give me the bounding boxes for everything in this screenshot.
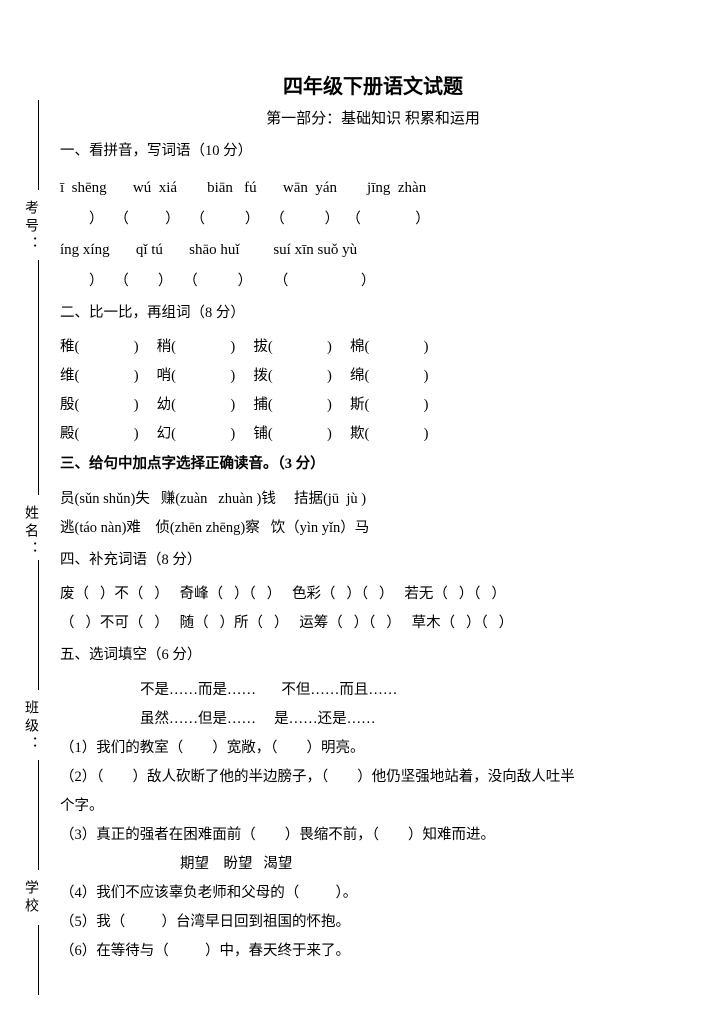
s2-r3: 殷( ) 幼( ) 捕( ) 斯( ) xyxy=(60,391,686,420)
section1-heading: 一、看拼音，写词语（10 分） xyxy=(60,138,686,166)
s2-r4: 殿( ) 幻( ) 铺( ) 欺( ) xyxy=(60,420,686,449)
page-title: 四年级下册语文试题 xyxy=(60,70,686,99)
s5-q1: （1）我们的教室（ ）宽敞，（ ）明亮。 xyxy=(60,734,686,763)
section2-heading: 二、比一比，再组词（8 分） xyxy=(60,300,686,328)
s3-r1: 员(sǔn shǔn)失 赚(zuàn zhuàn )钱 拮据(jū jù ) xyxy=(60,485,686,514)
s3-r2: 逃(táo nàn)难 侦(zhēn zhēng)察 饮（yìn yǐn）马 xyxy=(60,514,686,543)
s1-pinyin1: ī shēng wú xiá biān fú wān yán jīng zhàn xyxy=(60,172,686,205)
s5-q4: （4）我们不应该辜负老师和父母的（ ）。 xyxy=(60,879,686,908)
s5-opt2: 虽然……但是…… 是……还是…… xyxy=(60,705,686,734)
s2-r2: 维( ) 哨( ) 拨( ) 绵( ) xyxy=(60,362,686,391)
s5-q5: （5）我（ ）台湾早日回到祖国的怀抱。 xyxy=(60,908,686,937)
page-subtitle: 第一部分：基础知识 积累和运用 xyxy=(60,107,686,128)
s5-q3: （3）真正的强者在困难面前（ ）畏缩不前，（ ）知难而进。 xyxy=(60,821,686,850)
section3-heading: 三、给句中加点字选择正确读音。（3 分） xyxy=(60,451,686,479)
section5-heading: 五、选词填空（6 分） xyxy=(60,642,686,670)
s1-pinyin2: íng xíng qǐ tú shāo huǐ suí xīn suǒ yù xyxy=(60,234,686,267)
s2-r1: 稚( ) 稍( ) 拔( ) 棉( ) xyxy=(60,333,686,362)
s5-opt1: 不是……而是…… 不但……而且…… xyxy=(60,676,686,705)
s5-q2a: （2）（ ）敌人砍断了他的半边膀子，（ ）他仍坚强地站着，没向敌人吐半 xyxy=(60,763,686,792)
s5-opt3: 期望 盼望 渴望 xyxy=(60,850,686,879)
s4-r2: （ ）不可（ ） 随（ ）所（ ） 运筹（ ）（ ） 草木（ ）（ ） xyxy=(60,609,686,638)
s4-r1: 废（ ）不（ ） 奇峰（ ）（ ） 色彩（ ）（ ） 若无（ ）（ ） xyxy=(60,580,686,609)
s1-blanks1: ） （ ） （ ） （ ） （ ） xyxy=(60,205,686,234)
s5-q2b: 个字。 xyxy=(60,792,686,821)
section4-heading: 四、补充词语（8 分） xyxy=(60,547,686,575)
s1-blanks2: ） （ ） （ ） （ ） xyxy=(60,267,686,296)
s5-q6: （6）在等待与（ ）中，春天终于来了。 xyxy=(60,937,686,966)
